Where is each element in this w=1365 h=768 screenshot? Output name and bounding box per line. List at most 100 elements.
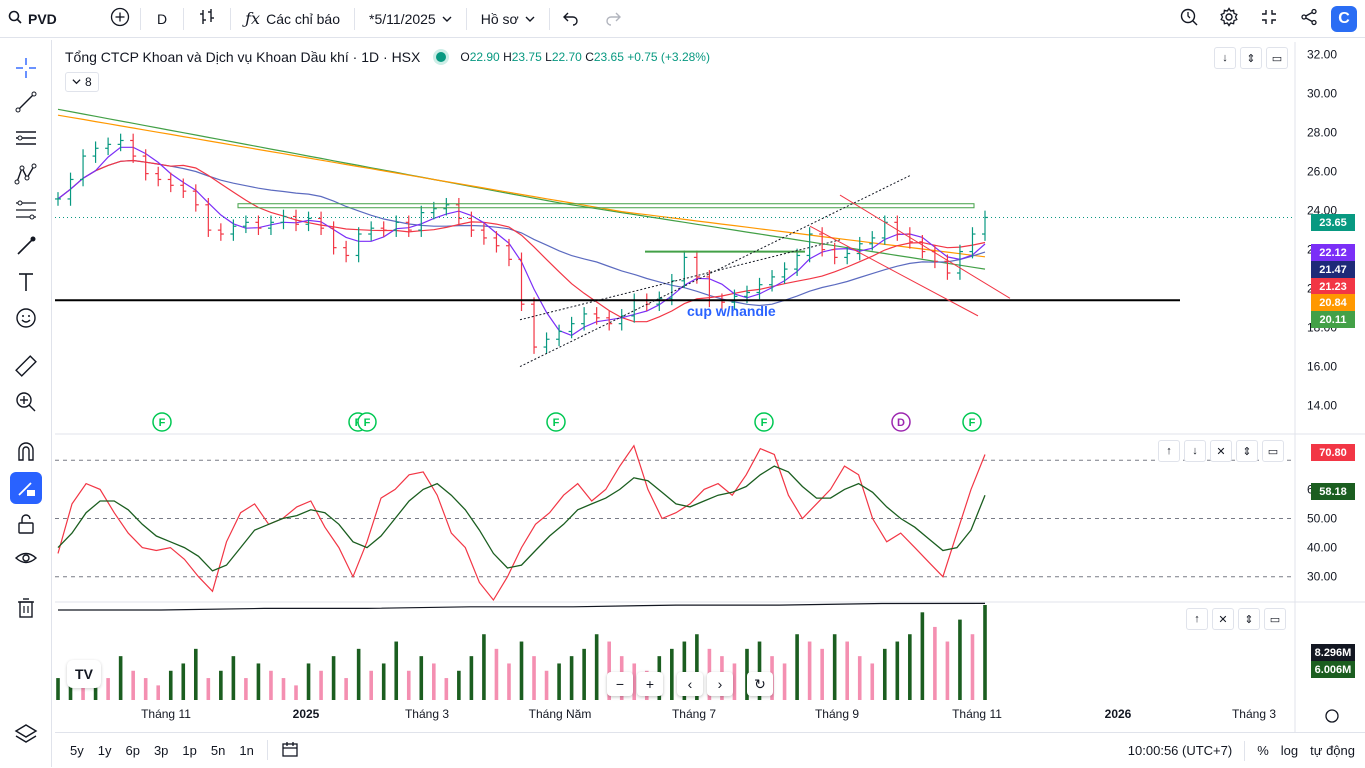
ohlc-bar	[217, 223, 224, 241]
volume-bar	[632, 663, 637, 700]
layout-label: *5/11/2025	[369, 10, 436, 27]
collapse-pane-button[interactable]: ⇕	[1238, 608, 1260, 630]
bottom-right: 10:00:56 (UTC+7) % log tự động	[1128, 733, 1355, 768]
price-tick-label: 30.00	[1307, 87, 1337, 101]
scroll-left-button[interactable]: ‹	[677, 672, 703, 696]
ohlc-bar	[330, 221, 337, 255]
volume-bar	[795, 634, 799, 700]
ma-line-red	[57, 159, 986, 323]
ma1-tag: 22.12	[1311, 244, 1355, 261]
range-button-3p[interactable]: 3p	[153, 742, 169, 758]
volume-bar	[594, 634, 599, 700]
ohlc-bar	[493, 231, 500, 253]
profile-label: Hồ sơ	[480, 10, 519, 27]
maximize-pane-button[interactable]: ▭	[1266, 47, 1288, 69]
range-button-1y[interactable]: 1y	[97, 742, 112, 758]
fullscreen-button[interactable]	[1251, 1, 1287, 37]
maximize-pane-button[interactable]: ▭	[1264, 608, 1286, 630]
settings-button[interactable]	[1211, 1, 1247, 37]
move-up-button[interactable]: ↑	[1186, 608, 1208, 630]
pattern-annotation[interactable]: cup w/handle	[687, 303, 776, 319]
lock-drawing-tool-icon[interactable]	[10, 472, 42, 504]
ohlc-bar	[205, 197, 212, 237]
tv-logo[interactable]: TV	[67, 660, 101, 688]
move-down-button[interactable]: ↓	[1214, 47, 1236, 69]
scroll-right-button[interactable]: ›	[707, 672, 733, 696]
collapse-pane-button[interactable]: ⇕	[1236, 440, 1258, 462]
eye-icon[interactable]	[10, 542, 42, 574]
chart-type-button[interactable]	[184, 0, 230, 38]
volume-bar	[206, 678, 211, 700]
indicators-label: Các chỉ báo	[266, 10, 341, 27]
range-button-1p[interactable]: 1p	[182, 742, 197, 758]
symbol-search[interactable]: PVD	[0, 0, 100, 38]
redo-icon	[604, 8, 622, 29]
share-icon	[1300, 8, 1318, 31]
range-button-1n[interactable]: 1n	[239, 742, 254, 758]
move-up-button[interactable]: ↑	[1158, 440, 1180, 462]
volume-bar	[419, 656, 424, 700]
volume-bar	[118, 656, 123, 700]
chart-legend: Tổng CTCP Khoan và Dịch vụ Khoan Dầu khí…	[65, 49, 710, 65]
collapse-pane-button[interactable]: ⇕	[1240, 47, 1262, 69]
zoom-in-tool-icon[interactable]	[10, 386, 42, 418]
auto-toggle[interactable]: tự động	[1310, 743, 1355, 758]
divider	[354, 7, 356, 30]
volume-bar	[344, 678, 348, 700]
indicators-button[interactable]: ƒx Các chỉ báo	[231, 0, 354, 38]
alert-button[interactable]	[1171, 1, 1207, 37]
reset-chart-button[interactable]: ↻	[747, 672, 773, 696]
move-down-button[interactable]: ↓	[1184, 440, 1206, 462]
log-toggle[interactable]: log	[1280, 743, 1299, 758]
clock-time[interactable]: 10:00:56 (UTC+7)	[1127, 743, 1233, 758]
app-logo[interactable]: C	[1331, 6, 1357, 32]
range-button-5n[interactable]: 5n	[210, 742, 226, 758]
lock-icon[interactable]	[10, 508, 42, 540]
volume-bar	[958, 619, 962, 700]
magnet-tool-icon[interactable]	[10, 436, 42, 468]
plus-circle-icon	[110, 7, 130, 30]
price-tick-label: 26.00	[1307, 165, 1337, 179]
range-button-6p[interactable]: 6p	[125, 742, 140, 758]
close-label: C	[585, 50, 594, 64]
brush-tool-icon[interactable]	[10, 230, 42, 262]
layout-selector[interactable]: *5/11/2025	[355, 0, 466, 38]
maximize-pane-button[interactable]: ▭	[1262, 440, 1284, 462]
axes: 32.0030.0028.0026.0024.0022.0020.0018.00…	[141, 48, 1339, 723]
divider	[1244, 740, 1246, 761]
volume-bar	[494, 648, 499, 700]
volume-bar	[356, 648, 361, 700]
forecast-tool-icon[interactable]	[10, 194, 42, 226]
trend-line-tool-icon[interactable]	[10, 86, 42, 118]
close-pane-button[interactable]: ✕	[1210, 440, 1232, 462]
emoji-tool-icon[interactable]	[10, 302, 42, 334]
ohlc-bar	[831, 242, 838, 265]
profile-selector[interactable]: Hồ sơ	[467, 0, 549, 38]
range-button-5y[interactable]: 5y	[70, 742, 84, 758]
volume-bar	[394, 641, 399, 700]
indicators-collapse-button[interactable]: 8	[65, 72, 99, 92]
zoom-in-button[interactable]: +	[637, 672, 663, 696]
pattern-tool-icon[interactable]	[10, 158, 42, 190]
redo-button[interactable]	[592, 0, 634, 38]
interval-button[interactable]: D	[141, 0, 183, 38]
undo-button[interactable]	[550, 0, 592, 38]
volume-bar	[469, 656, 474, 700]
interval-label: D	[157, 10, 168, 27]
fib-tool-icon[interactable]	[10, 122, 42, 154]
date-range-button[interactable]	[274, 740, 306, 761]
zoom-out-button[interactable]: −	[607, 672, 633, 696]
ohlc-bar	[192, 184, 199, 212]
text-tool-icon[interactable]	[10, 266, 42, 298]
trash-icon[interactable]	[10, 592, 42, 624]
ruler-tool-icon[interactable]	[10, 350, 42, 382]
compare-button[interactable]	[100, 0, 140, 38]
crosshair-tool-icon[interactable]	[10, 52, 42, 84]
price-tick-label: 14.00	[1307, 399, 1337, 413]
percent-toggle[interactable]: %	[1257, 743, 1269, 758]
grid-lines	[55, 42, 1365, 732]
layers-icon[interactable]	[10, 718, 42, 750]
share-button[interactable]	[1291, 1, 1327, 37]
close-pane-button[interactable]: ✕	[1212, 608, 1234, 630]
